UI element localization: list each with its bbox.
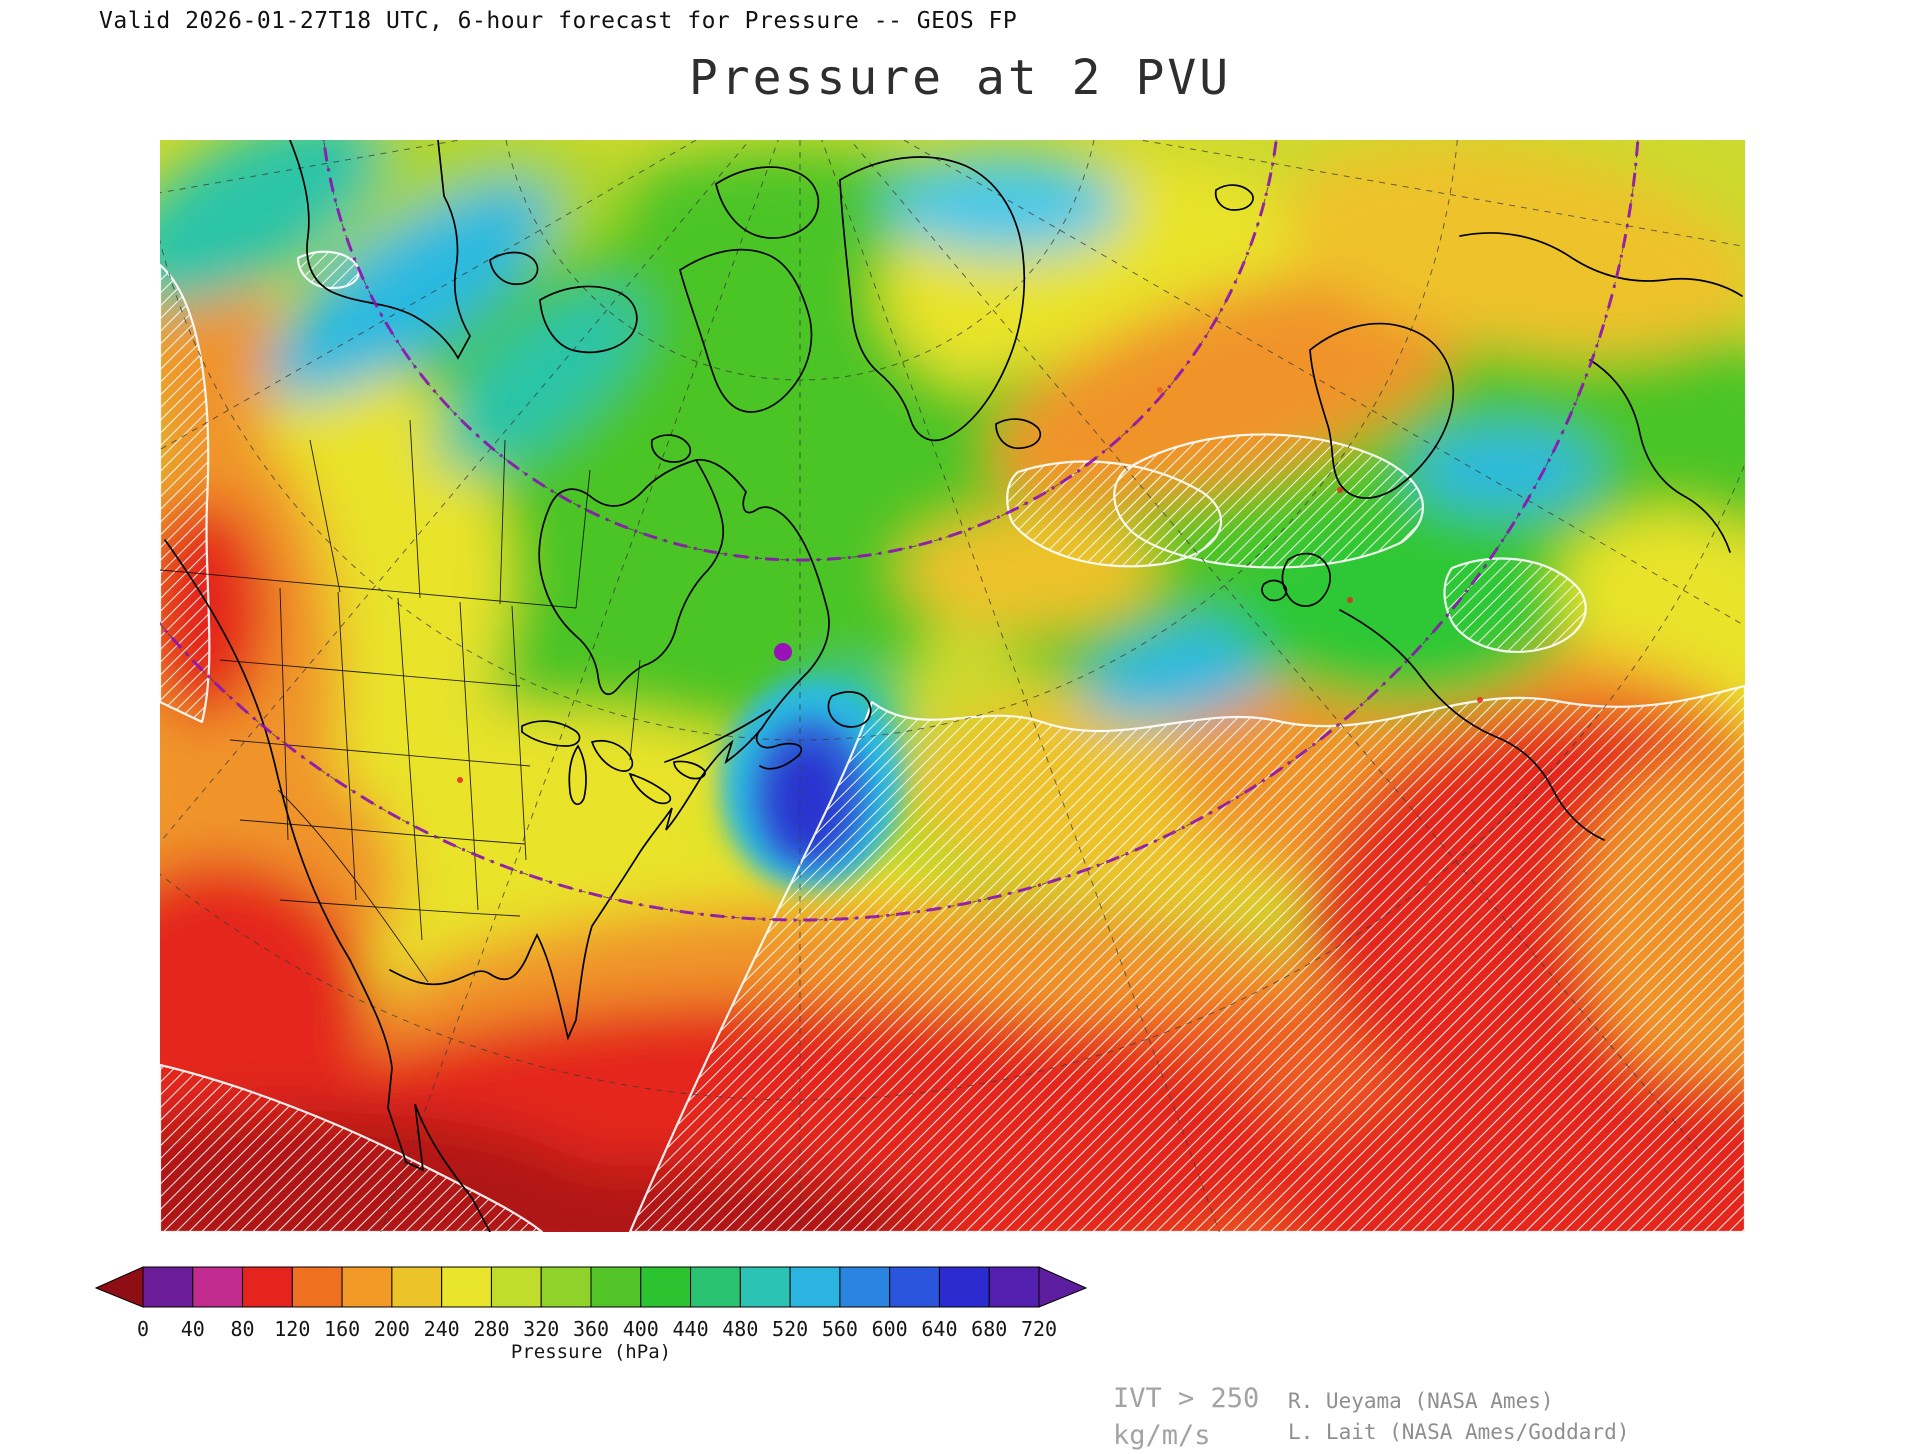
colorbar-tick-label: 0 [136, 1317, 150, 1341]
colorbar-tick-label: 480 [722, 1317, 759, 1341]
forecast-valid-line: Valid 2026-01-27T18 UTC, 6-hour forecast… [99, 8, 1018, 34]
colorbar-left-arrow [94, 1266, 144, 1308]
colorbar-right-arrow [1038, 1266, 1088, 1308]
ivt-threshold-note: IVT > 250 kg/m/s [1113, 1380, 1259, 1454]
colorbar-segment [540, 1266, 592, 1308]
colorbar-tick-label: 200 [373, 1317, 410, 1341]
latitude-circles [160, 140, 1640, 922]
colorbar-ticks: 0 40 80 120 160 200 240 280 320 360 400 440 480 520 56… [95, 1314, 1087, 1341]
station-marker [774, 643, 792, 661]
colorbar-tick-label: 560 [821, 1317, 858, 1341]
colorbar-tick-label: 360 [572, 1317, 610, 1341]
colorbar-segment [988, 1266, 1040, 1308]
contour-specks [457, 387, 1483, 783]
ivt-line-2: kg/m/s [1113, 1420, 1211, 1451]
colorbar-tick-label: 680 [971, 1317, 1008, 1341]
colorbar-segment [889, 1266, 940, 1308]
pressure-map [160, 140, 1745, 1232]
colorbar-segment [341, 1266, 393, 1308]
credits: R. Ueyama (NASA Ames) L. Lait (NASA Ames… [1288, 1386, 1629, 1448]
colorbar-segment [839, 1266, 891, 1308]
colorbar-axis-label: Pressure (hPa) [510, 1341, 672, 1363]
coastlines-layer [164, 140, 1743, 1232]
colorbar-segment [690, 1266, 741, 1308]
colorbar-segment [142, 1266, 194, 1308]
colorbar-tick-label: 280 [473, 1317, 510, 1341]
graticule-layer [160, 140, 1745, 1232]
colorbar-tick-label: 600 [871, 1317, 908, 1341]
colorbar: 0 40 80 120 160 200 240 280 320 360 400 440 480 520 56… [94, 1266, 1088, 1363]
colorbar-tick-label: 320 [523, 1317, 560, 1341]
colorbar-segment [739, 1266, 791, 1308]
colorbar-segment [640, 1266, 692, 1308]
colorbar-tick-label: 400 [622, 1317, 659, 1341]
colorbar-tick-label: 720 [1020, 1317, 1058, 1341]
colorbar-segment [441, 1266, 492, 1308]
colorbar-segment [391, 1266, 443, 1308]
colorbar-tick-label: 160 [324, 1317, 361, 1341]
colorbar-segment [192, 1266, 244, 1308]
colorbar-segment [789, 1266, 841, 1308]
page-title: Pressure at 2 PVU [688, 50, 1232, 106]
colorbar-segment [242, 1266, 293, 1308]
colorbar-tick-label: 80 [230, 1317, 255, 1341]
credit-line-2: L. Lait (NASA Ames/Goddard) [1288, 1420, 1630, 1444]
colorbar-tick-label: 640 [921, 1317, 958, 1341]
colorbar-segment [938, 1266, 990, 1308]
credit-line-1: R. Ueyama (NASA Ames) [1288, 1389, 1554, 1413]
colorbar-tick-label: 440 [672, 1317, 709, 1341]
colorbar-tick-label: 240 [423, 1317, 460, 1341]
colorbar-segment [490, 1266, 542, 1308]
colorbar-segment [590, 1266, 642, 1308]
colorbar-segment [291, 1266, 343, 1308]
colorbar-tick-label: 120 [274, 1317, 311, 1341]
ivt-line-1: IVT > 250 [1113, 1383, 1260, 1414]
colorbar-tick-label: 520 [772, 1317, 809, 1341]
map-area [160, 140, 1745, 1232]
colorbar-tick-label: 40 [180, 1317, 205, 1341]
ivt-hatch-layer [160, 250, 1745, 1232]
colorbar-scale [94, 1266, 1088, 1308]
